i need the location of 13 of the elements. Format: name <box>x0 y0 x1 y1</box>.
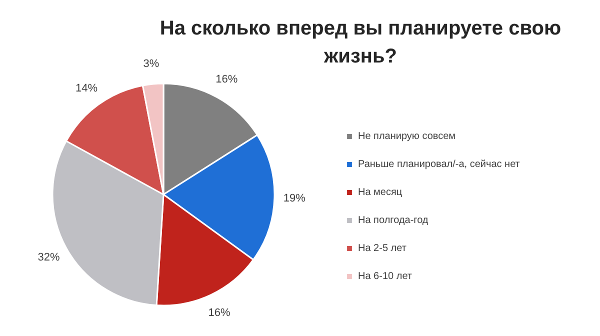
legend-label: На 6-10 лет <box>358 270 412 284</box>
data-label: 32% <box>38 252 60 264</box>
data-label: 19% <box>283 192 306 205</box>
legend-label: На месяц <box>358 186 402 200</box>
legend-label: Раньше планировал/-а, сейчас нет <box>358 158 520 172</box>
data-label: 16% <box>208 307 230 320</box>
legend-label: На 2-5 лет <box>358 242 406 256</box>
legend-label: Не планирую совсем <box>358 130 456 144</box>
data-label: 14% <box>76 82 98 95</box>
data-label: 16% <box>216 74 238 86</box>
chart-title: На сколько вперед вы планируете свою жизнь? <box>160 18 562 68</box>
data-label: 3% <box>143 58 160 70</box>
legend-label: На полгода-год <box>358 214 428 228</box>
